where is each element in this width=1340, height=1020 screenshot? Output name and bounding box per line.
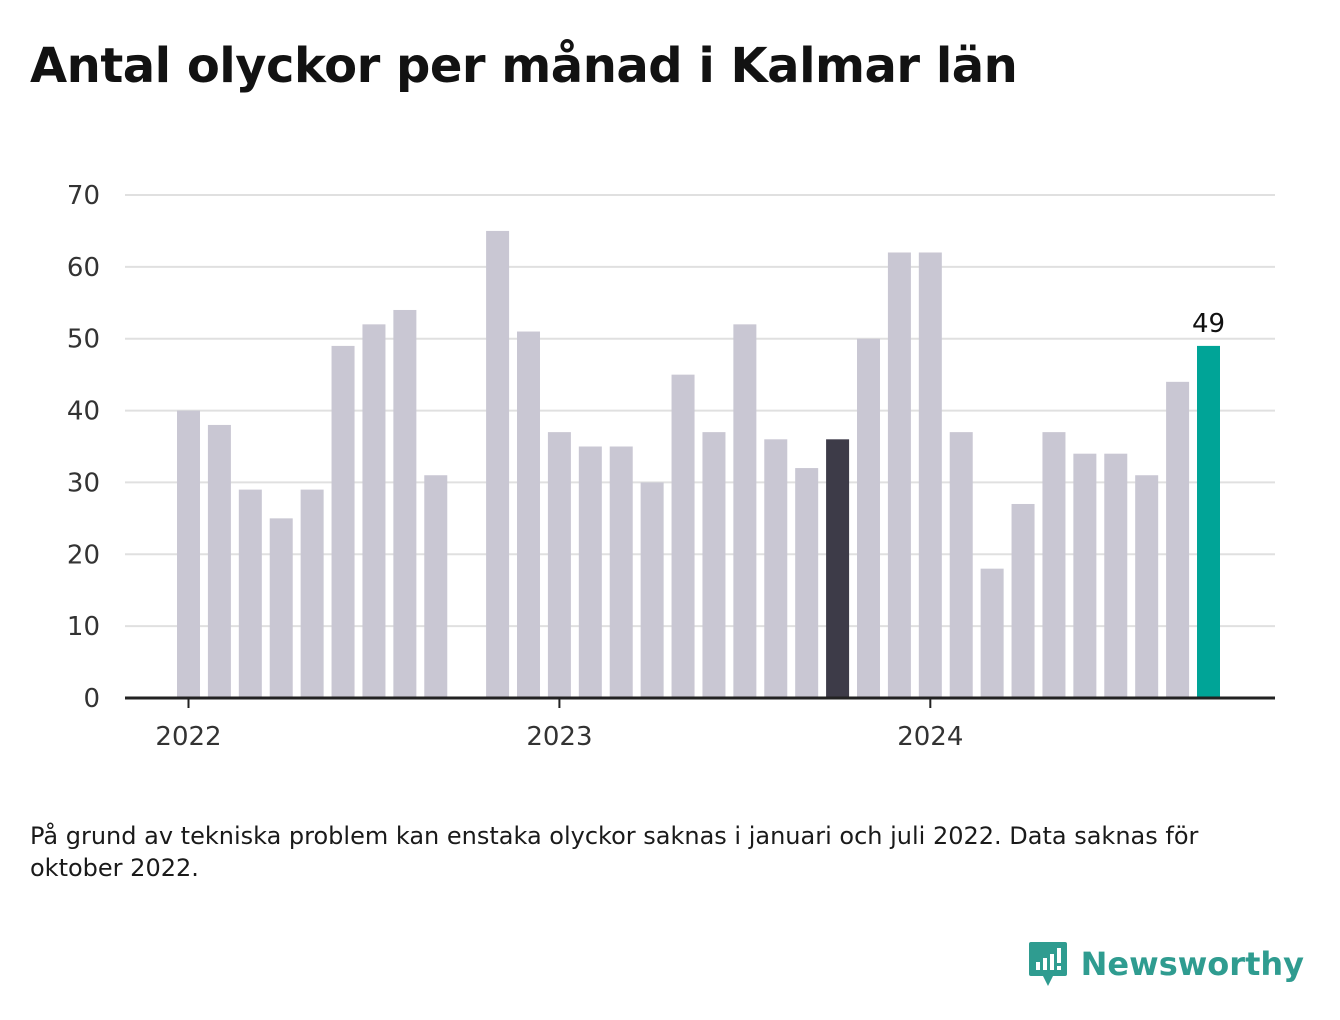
bar — [671, 374, 695, 698]
x-tick-label: 2024 — [897, 722, 963, 752]
bar — [702, 432, 726, 698]
bar — [887, 252, 911, 698]
bar — [238, 489, 262, 698]
data-label: 49 — [1192, 309, 1225, 339]
y-tick-label: 30 — [67, 468, 100, 498]
bar — [393, 309, 417, 698]
axis-layer: 0 10 20 30 40 50 60 70 49 2022 2023 2024 — [67, 181, 1275, 752]
bar — [1197, 345, 1220, 698]
bar — [424, 475, 448, 698]
x-tick-label: 2022 — [155, 722, 221, 752]
bar — [331, 345, 355, 698]
chart-title: Antal olyckor per månad i Kalmar län — [30, 38, 1018, 94]
y-tick-label: 50 — [67, 325, 100, 355]
bar — [795, 468, 819, 698]
bar — [949, 432, 973, 698]
bar — [980, 568, 1004, 698]
bar — [1104, 453, 1128, 698]
newsworthy-logo-icon — [1028, 942, 1067, 986]
y-tick-label: 10 — [67, 612, 100, 642]
y-tick-label: 40 — [67, 397, 100, 427]
bar-chart: 0 10 20 30 40 50 60 70 49 2022 2023 2024 — [67, 181, 1275, 752]
bar — [547, 432, 571, 698]
brand-name: Newsworthy — [1080, 945, 1304, 983]
y-tick-label: 70 — [67, 181, 100, 211]
bar — [857, 338, 880, 698]
bar — [1073, 453, 1097, 698]
bar — [1166, 381, 1190, 698]
bar — [733, 324, 757, 698]
bar — [764, 439, 788, 698]
bar-layer — [177, 230, 1220, 698]
bar — [826, 439, 850, 698]
bar — [578, 446, 602, 698]
bar — [1011, 503, 1035, 698]
grid-layer — [125, 194, 1275, 628]
bar — [1135, 475, 1159, 698]
brand-logo[interactable]: Newsworthy — [1027, 940, 1304, 988]
y-tick-label: 20 — [67, 540, 100, 570]
y-tick-label: 0 — [83, 684, 100, 714]
bar — [486, 230, 510, 698]
bar — [300, 489, 324, 698]
bar — [918, 252, 942, 698]
bar — [517, 331, 540, 698]
bar — [362, 324, 386, 698]
bar — [640, 482, 664, 698]
y-tick-label: 60 — [67, 253, 100, 283]
bar — [609, 446, 633, 698]
bar — [1042, 432, 1066, 698]
footnote: På grund av tekniska problem kan enstaka… — [30, 822, 1199, 882]
x-tick-label: 2023 — [526, 722, 592, 752]
bar — [269, 518, 293, 698]
bar — [207, 424, 231, 698]
bar — [177, 410, 200, 698]
